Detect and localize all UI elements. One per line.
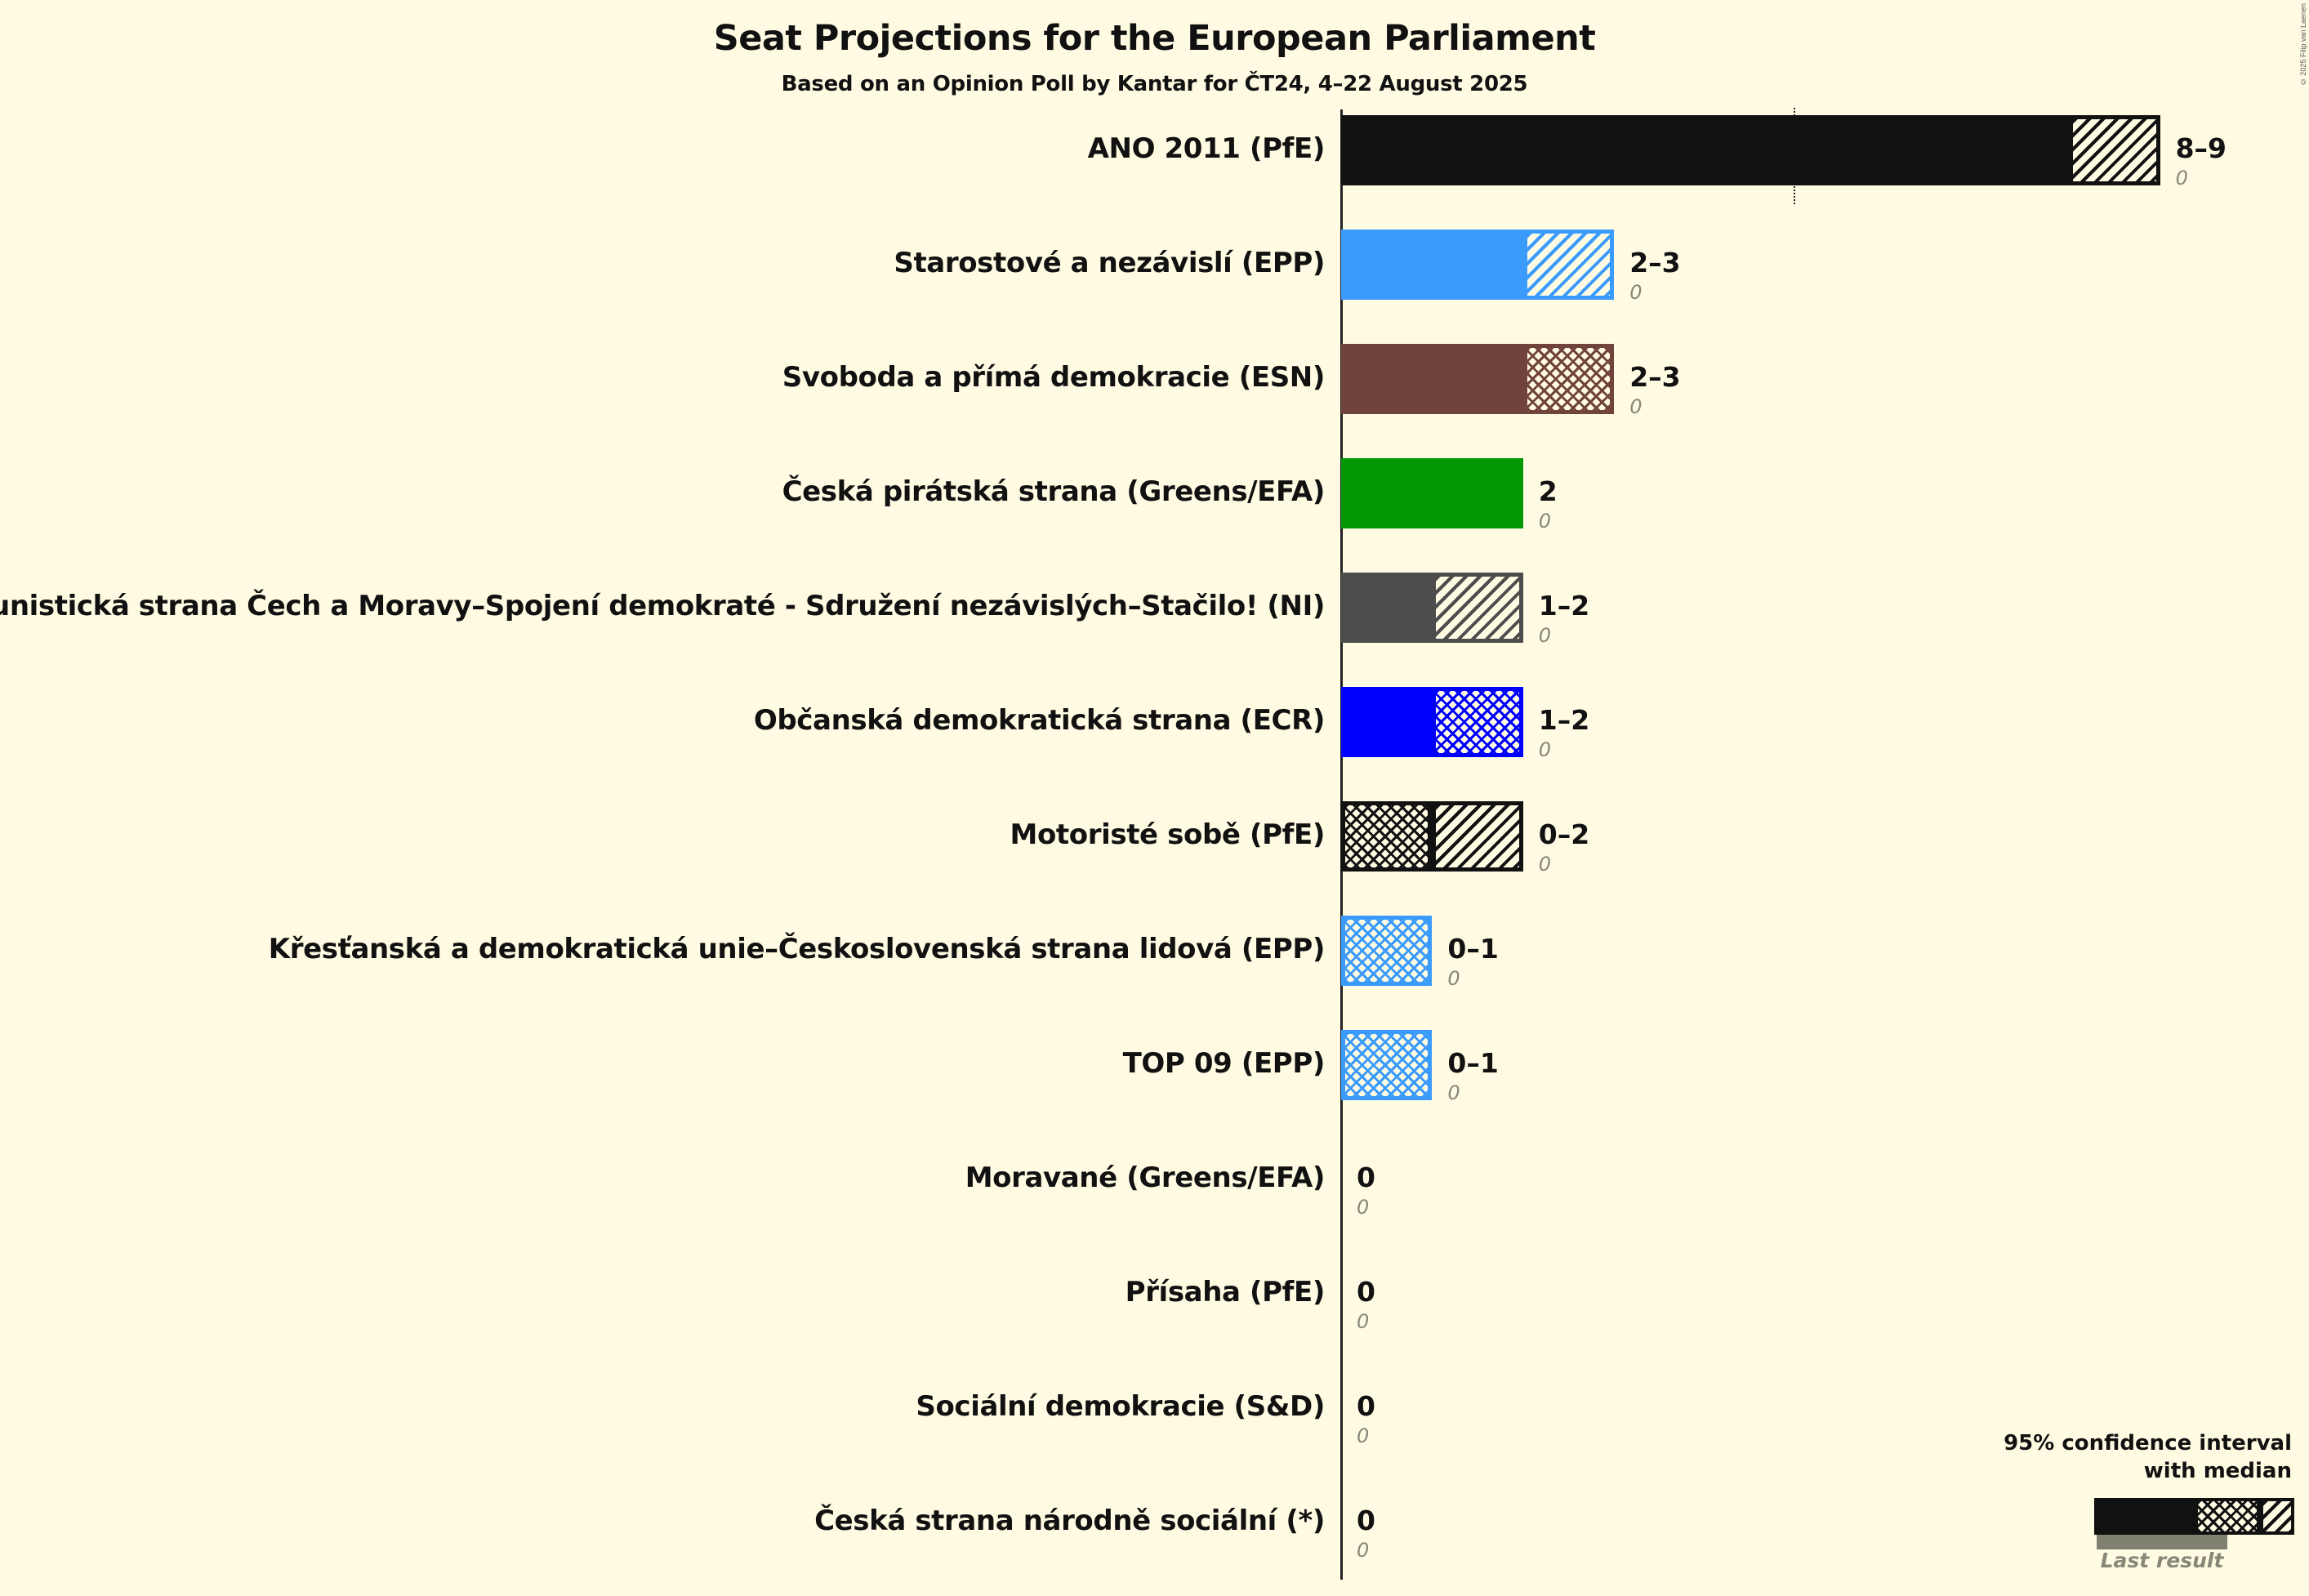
legend-ci-bar bbox=[2094, 1498, 2294, 1535]
last-result-label: 0 bbox=[1447, 967, 1460, 990]
ci-solid-segment bbox=[1341, 344, 1523, 414]
party-label: Svoboda a přímá demokracie (ESN) bbox=[782, 361, 1326, 394]
seat-bar bbox=[1341, 344, 1615, 414]
last-result-label: 0 bbox=[1447, 1081, 1460, 1104]
party-label: Sociální demokracie (S&D) bbox=[916, 1390, 1325, 1423]
seat-range-label: 8–9 bbox=[2175, 132, 2227, 164]
ci-diagonal-segment bbox=[1432, 573, 1523, 643]
chart-subtitle: Based on an Opinion Poll by Kantar for Č… bbox=[781, 72, 1528, 96]
party-label: Motoristé sobě (PfE) bbox=[1010, 818, 1326, 851]
legend-diagonal-segment bbox=[2260, 1498, 2294, 1535]
party-label: Občanská demokratická strana (ECR) bbox=[753, 704, 1326, 737]
seat-bar bbox=[1341, 801, 1523, 872]
seat-range-label: 0–1 bbox=[1447, 1047, 1499, 1079]
legend-crosshatch-segment bbox=[2195, 1498, 2260, 1535]
ci-crosshatch-segment bbox=[1522, 344, 1615, 414]
party-label: Moravané (Greens/EFA) bbox=[965, 1161, 1326, 1194]
ci-solid-segment bbox=[1341, 230, 1523, 300]
last-result-label: 0 bbox=[1357, 1424, 1370, 1447]
seat-range-label: 1–2 bbox=[1538, 704, 1590, 736]
ci-diagonal-segment bbox=[2069, 115, 2160, 185]
last-result-label: 0 bbox=[1357, 1196, 1370, 1219]
last-result-label: 0 bbox=[1357, 1310, 1370, 1333]
legend-last-result-label: Last result bbox=[2100, 1549, 2224, 1572]
seat-bar bbox=[1341, 458, 1523, 528]
ci-crosshatch-segment bbox=[1341, 916, 1433, 986]
party-label: ANO 2011 (PfE) bbox=[1087, 132, 1326, 165]
seat-bar bbox=[1341, 1030, 1433, 1100]
last-result-label: 0 bbox=[1538, 738, 1552, 761]
party-label: Komunistická strana Čech a Moravy–Spojen… bbox=[0, 590, 1325, 622]
last-result-label: 0 bbox=[1629, 281, 1643, 304]
seat-range-label: 2–3 bbox=[1629, 361, 1681, 393]
seat-range-label: 1–2 bbox=[1538, 590, 1590, 622]
ci-solid-segment bbox=[1341, 687, 1433, 757]
party-label: Česká pirátská strana (Greens/EFA) bbox=[782, 475, 1326, 508]
last-result-label: 0 bbox=[1629, 395, 1643, 418]
party-label: Křesťanská a demokratická unie–Českoslov… bbox=[268, 933, 1326, 965]
legend-title-line1: 95% confidence interval bbox=[2004, 1431, 2292, 1456]
last-result-label: 0 bbox=[1538, 624, 1552, 647]
last-result-label: 0 bbox=[1538, 510, 1552, 533]
copyright-notice: © 2025 Filip van Laenen bbox=[2299, 3, 2307, 87]
seat-bar bbox=[1341, 573, 1523, 643]
last-result-label: 0 bbox=[1357, 1539, 1370, 1562]
ci-solid-segment bbox=[1341, 573, 1433, 643]
last-result-label: 0 bbox=[1538, 853, 1552, 876]
seat-bar bbox=[1341, 230, 1615, 300]
party-label: TOP 09 (EPP) bbox=[1122, 1047, 1326, 1080]
party-label: Přísaha (PfE) bbox=[1125, 1276, 1326, 1308]
ci-crosshatch-segment bbox=[1432, 687, 1523, 757]
seat-range-label: 2–3 bbox=[1629, 247, 1681, 279]
seat-range-label: 0–1 bbox=[1447, 933, 1499, 965]
chart-title: Seat Projections for the European Parlia… bbox=[713, 18, 1596, 59]
legend-solid-segment bbox=[2094, 1498, 2195, 1535]
last-result-label: 0 bbox=[2175, 167, 2188, 189]
seat-bar bbox=[1341, 916, 1433, 986]
seat-range-label: 0 bbox=[1357, 1390, 1375, 1422]
ci-diagonal-segment bbox=[1432, 801, 1523, 872]
seat-bar bbox=[1341, 115, 2160, 185]
seat-range-label: 0 bbox=[1357, 1505, 1375, 1536]
legend-title-line2: with median bbox=[2143, 1459, 2292, 1483]
ci-crosshatch-segment bbox=[1341, 801, 1433, 872]
ci-diagonal-segment bbox=[1522, 230, 1615, 300]
ci-solid-segment bbox=[1341, 458, 1523, 528]
legend-last-result-bar bbox=[2097, 1535, 2227, 1549]
seat-range-label: 0–2 bbox=[1538, 818, 1590, 850]
legend-title: 95% confidence interval with median bbox=[2004, 1429, 2292, 1485]
party-label: Starostové a nezávislí (EPP) bbox=[894, 247, 1325, 279]
seat-range-label: 0 bbox=[1357, 1161, 1375, 1193]
seat-range-label: 0 bbox=[1357, 1276, 1375, 1308]
party-label: Česká strana národně sociální (*) bbox=[814, 1505, 1325, 1537]
seat-range-label: 2 bbox=[1538, 475, 1558, 507]
ci-crosshatch-segment bbox=[1341, 1030, 1433, 1100]
ci-solid-segment bbox=[1341, 115, 2070, 185]
seat-bar bbox=[1341, 687, 1523, 757]
